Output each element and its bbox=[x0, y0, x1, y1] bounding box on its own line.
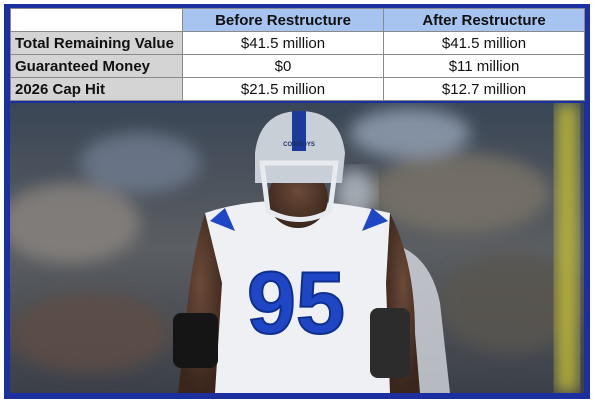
cell: $21.5 million bbox=[182, 77, 384, 101]
jersey-number: 95 bbox=[247, 253, 345, 352]
row-label: Guaranteed Money bbox=[10, 54, 183, 78]
row: Total Remaining Value $41.5 million $41.… bbox=[10, 31, 585, 55]
helmet-text: COWBOYS bbox=[283, 142, 315, 148]
cell: $0 bbox=[182, 54, 384, 78]
header-cell: After Restructure bbox=[383, 8, 585, 32]
header-cell bbox=[10, 8, 183, 32]
cell: $11 million bbox=[383, 54, 585, 78]
row-label: Total Remaining Value bbox=[10, 31, 183, 55]
player-photo: COWBOYS 95 bbox=[10, 103, 584, 393]
cell: $41.5 million bbox=[383, 31, 585, 55]
row: Guaranteed Money $0 $11 million bbox=[10, 54, 585, 78]
row: 2026 Cap Hit $21.5 million $12.7 million bbox=[10, 77, 585, 101]
cell: $12.7 million bbox=[383, 77, 585, 101]
frame: Before Restructure After Restructure Tot… bbox=[4, 4, 590, 399]
header-cell: Before Restructure bbox=[182, 8, 384, 32]
contract-table: Before Restructure After Restructure Tot… bbox=[10, 8, 585, 101]
row-label: 2026 Cap Hit bbox=[10, 77, 183, 101]
cell: $41.5 million bbox=[182, 31, 384, 55]
header-row: Before Restructure After Restructure bbox=[10, 8, 585, 32]
